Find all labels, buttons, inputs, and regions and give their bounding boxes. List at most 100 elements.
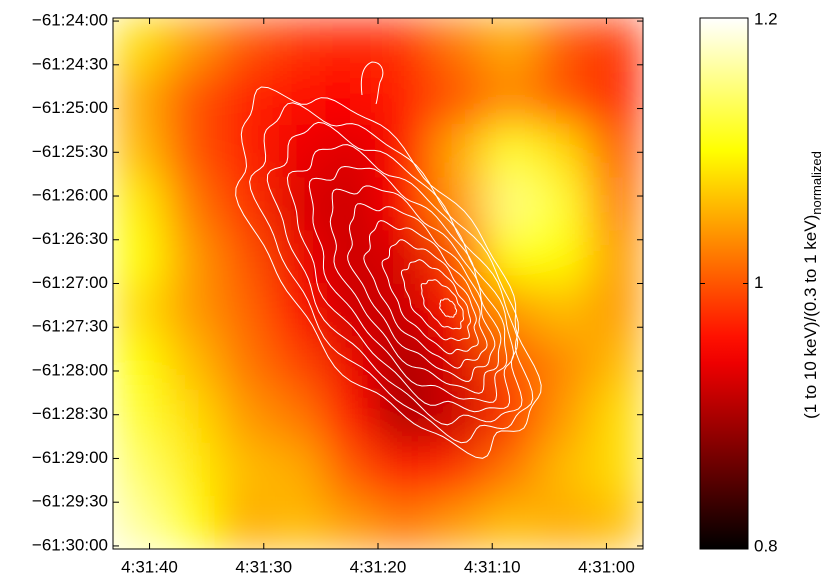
heatmap-cell bbox=[590, 495, 643, 549]
heatmap-cell bbox=[590, 230, 643, 284]
heatmap-cell bbox=[378, 71, 432, 125]
contour bbox=[439, 298, 458, 318]
heatmap-cell bbox=[272, 389, 326, 444]
contours bbox=[235, 61, 542, 459]
heatmap-cell bbox=[272, 442, 326, 497]
colorbar bbox=[699, 17, 749, 550]
contour bbox=[363, 220, 488, 369]
heatmap-cells bbox=[113, 18, 643, 549]
heatmap-cell bbox=[431, 230, 485, 284]
heatmap-cell bbox=[537, 177, 591, 231]
heatmap-cell bbox=[219, 495, 273, 549]
heatmap-cell bbox=[166, 71, 220, 125]
heatmap-cell bbox=[378, 18, 432, 72]
heatmap-cell bbox=[537, 230, 591, 284]
y-tick-label: −61:30:00 bbox=[32, 535, 108, 554]
contour bbox=[308, 165, 508, 403]
heatmap-cell bbox=[431, 283, 485, 338]
heatmap-cell bbox=[484, 283, 538, 338]
contour bbox=[235, 86, 542, 459]
heatmap-cell bbox=[325, 18, 379, 72]
heatmap-cell bbox=[590, 442, 643, 497]
x-tick-label: 4:31:40 bbox=[121, 557, 178, 576]
heatmap-cell bbox=[113, 124, 167, 178]
heatmap-cell bbox=[166, 283, 220, 338]
colorbar-tick-label: 1.2 bbox=[754, 9, 778, 28]
heatmap-cell bbox=[537, 124, 591, 178]
heatmap-cell bbox=[325, 442, 379, 497]
heatmap-cell bbox=[219, 389, 273, 444]
heatmap-cell bbox=[590, 124, 643, 178]
heatmap-cell bbox=[113, 283, 167, 338]
y-tick-label: −61:27:30 bbox=[32, 317, 108, 336]
x-tick-label: 4:31:10 bbox=[464, 557, 521, 576]
y-tick-label: −61:26:00 bbox=[32, 186, 108, 205]
heatmap-cell bbox=[219, 442, 273, 497]
heatmap-cell bbox=[272, 495, 326, 549]
heatmap-cell bbox=[113, 389, 167, 444]
heatmap-cell bbox=[431, 442, 485, 497]
heatmap-cell bbox=[378, 442, 432, 497]
contour bbox=[360, 61, 384, 105]
contour bbox=[347, 203, 496, 382]
heatmap-cell bbox=[537, 283, 591, 338]
heatmap-cell bbox=[219, 71, 273, 125]
heatmap-cell bbox=[590, 18, 643, 72]
colorbar-label-subscript: normalized bbox=[809, 151, 824, 215]
heatmap-cell bbox=[431, 124, 485, 178]
colorbar-tick-label: 0.8 bbox=[754, 536, 778, 555]
heatmap-cell bbox=[431, 495, 485, 549]
heatmap-cell bbox=[113, 442, 167, 497]
y-tick-label: −61:29:00 bbox=[32, 448, 108, 467]
heatmap-cell bbox=[378, 283, 432, 338]
heatmap-cell bbox=[113, 18, 167, 72]
y-tick-label: −61:24:30 bbox=[32, 54, 108, 73]
colorbar-tick-label: 1 bbox=[754, 273, 763, 292]
y-tick-label: −61:25:00 bbox=[32, 98, 108, 117]
y-tick-label: −61:27:00 bbox=[32, 273, 108, 292]
heatmap-cell bbox=[166, 336, 220, 391]
y-tick-label: −61:24:00 bbox=[32, 11, 108, 30]
heatmap-cell bbox=[484, 389, 538, 444]
contour bbox=[420, 279, 465, 330]
heatmap-cell bbox=[537, 71, 591, 125]
heatmap-cell bbox=[431, 71, 485, 125]
contour bbox=[329, 185, 502, 394]
heatmap-cell bbox=[484, 18, 538, 72]
heatmap-cell bbox=[537, 495, 591, 549]
heatmap-cell bbox=[166, 177, 220, 231]
heatmap bbox=[113, 18, 643, 549]
heatmap-cell bbox=[431, 177, 485, 231]
heatmap-cell bbox=[272, 283, 326, 338]
heatmap-cell bbox=[219, 230, 273, 284]
heatmap-cell bbox=[590, 389, 643, 444]
heatmap-cell bbox=[272, 230, 326, 284]
heatmap-cell bbox=[484, 71, 538, 125]
heatmap-cell bbox=[484, 442, 538, 497]
contour bbox=[266, 121, 523, 426]
heatmap-cell bbox=[113, 177, 167, 231]
y-tick-label: −61:28:30 bbox=[32, 404, 108, 423]
heatmap-cell bbox=[219, 336, 273, 391]
contour bbox=[400, 259, 472, 342]
x-tick-label: 4:31:30 bbox=[235, 557, 292, 576]
x-tick-label: 4:31:00 bbox=[578, 557, 635, 576]
contour bbox=[286, 144, 514, 413]
heatmap-cell bbox=[537, 389, 591, 444]
contour bbox=[381, 239, 479, 355]
x-tick-label: 4:31:20 bbox=[350, 557, 407, 576]
heatmap-cell bbox=[484, 124, 538, 178]
heatmap-cell bbox=[166, 389, 220, 444]
heatmap-cell bbox=[219, 18, 273, 72]
heatmap-cell bbox=[537, 336, 591, 391]
heatmap-cell bbox=[431, 18, 485, 72]
y-tick-label: −61:29:30 bbox=[32, 492, 108, 511]
heatmap-cell bbox=[484, 177, 538, 231]
heatmap-cell bbox=[113, 336, 167, 391]
heatmap-cell bbox=[272, 18, 326, 72]
heatmap-cell bbox=[272, 336, 326, 391]
heatmap-cell bbox=[378, 230, 432, 284]
heatmap-cell bbox=[431, 336, 485, 391]
y-tick-label: −61:26:30 bbox=[32, 229, 108, 248]
